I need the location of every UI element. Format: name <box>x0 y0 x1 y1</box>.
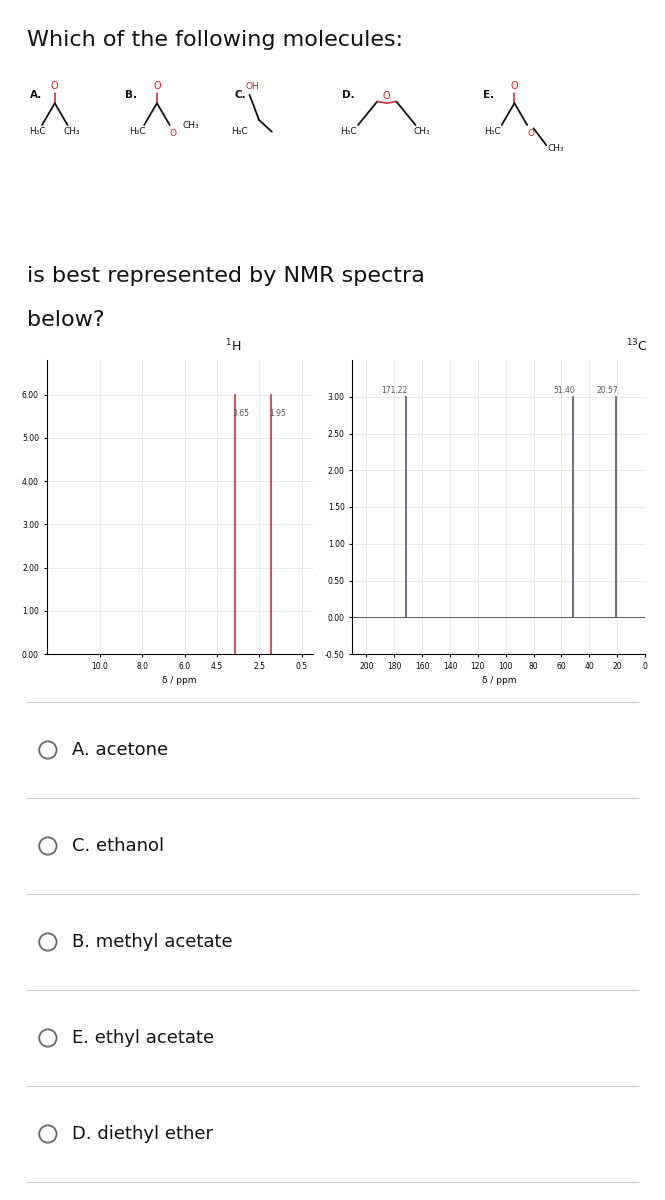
Text: CH₃: CH₃ <box>548 144 564 154</box>
Text: B.: B. <box>126 90 138 100</box>
Text: is best represented by NMR spectra: is best represented by NMR spectra <box>27 266 424 287</box>
Text: 1.95: 1.95 <box>269 409 286 419</box>
Text: E. ethyl acetate: E. ethyl acetate <box>72 1028 214 1046</box>
Text: 3.65: 3.65 <box>233 409 250 419</box>
Text: H₃C: H₃C <box>340 127 357 137</box>
Text: H₃C: H₃C <box>484 127 501 137</box>
Text: A.: A. <box>29 90 42 100</box>
Text: 171.22: 171.22 <box>382 386 408 395</box>
X-axis label: δ / ppm: δ / ppm <box>162 676 197 685</box>
Text: 20.57: 20.57 <box>596 386 618 395</box>
Text: H₃C: H₃C <box>231 127 248 137</box>
Text: below?: below? <box>27 310 104 330</box>
Text: Which of the following molecules:: Which of the following molecules: <box>27 30 403 50</box>
Text: O: O <box>51 82 59 91</box>
Text: H₃C: H₃C <box>29 127 46 137</box>
Text: H₃C: H₃C <box>130 127 146 137</box>
Text: OH: OH <box>246 82 259 91</box>
Text: E.: E. <box>483 90 495 100</box>
Text: CH₃: CH₃ <box>64 127 80 137</box>
Text: D. diethyl ether: D. diethyl ether <box>72 1126 213 1142</box>
Text: C.: C. <box>234 90 246 100</box>
Text: D.: D. <box>342 90 354 100</box>
Text: O: O <box>383 91 390 102</box>
Text: A. acetone: A. acetone <box>72 740 168 758</box>
Text: B. methyl acetate: B. methyl acetate <box>72 934 233 950</box>
Text: O: O <box>170 128 177 138</box>
Text: CH₃: CH₃ <box>182 120 199 130</box>
X-axis label: δ / ppm: δ / ppm <box>481 676 516 685</box>
Text: C. ethanol: C. ethanol <box>72 838 164 854</box>
Text: O: O <box>527 128 534 138</box>
Text: O: O <box>153 82 161 91</box>
Text: 51.40: 51.40 <box>553 386 575 395</box>
Text: CH₃: CH₃ <box>414 127 430 137</box>
Text: $^{13}$C: $^{13}$C <box>626 337 648 354</box>
Text: O: O <box>511 82 518 91</box>
Text: $^1$H: $^1$H <box>225 337 241 354</box>
